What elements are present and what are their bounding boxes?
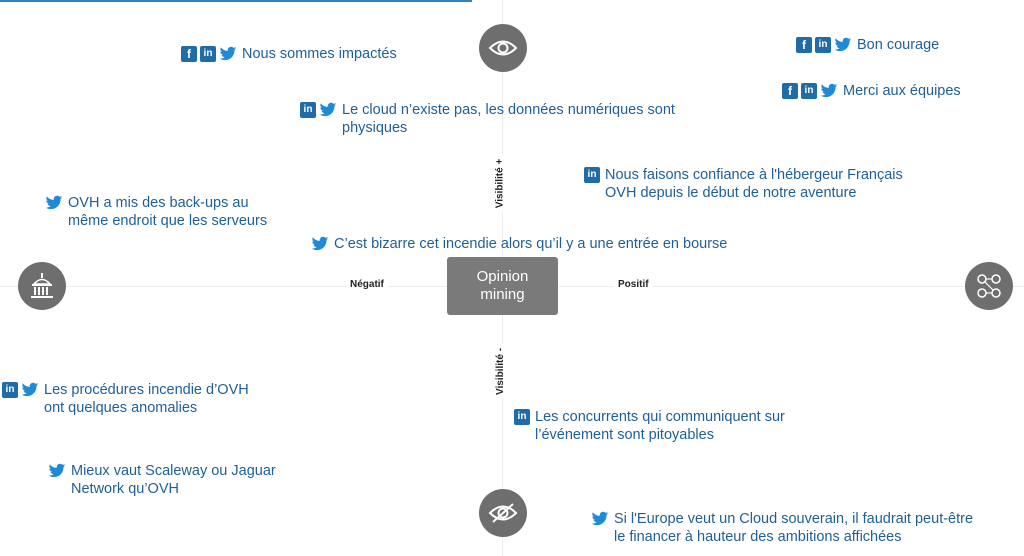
comment-text: C’est bizarre cet incendie alors qu’il y… xyxy=(334,236,728,252)
comment-text: Mieux vaut Scaleway ou Jaguar Network qu… xyxy=(71,463,276,497)
comment-bourse: C’est bizarre cet incendie alors qu’il y… xyxy=(311,235,727,253)
linkedin-icon: in xyxy=(200,46,216,62)
comment-concurrents: in Les concurrents qui communiquent sur … xyxy=(514,408,785,444)
facebook-icon: f xyxy=(782,83,798,99)
comment-confiance: in Nous faisons confiance à l'hébergeur … xyxy=(584,166,903,202)
network-icons xyxy=(311,235,329,252)
network-icons: in xyxy=(2,381,39,398)
twitter-icon xyxy=(311,236,329,251)
network-icons xyxy=(45,194,63,211)
twitter-icon xyxy=(219,46,237,61)
network-icons: in xyxy=(300,101,337,118)
network-people-icon xyxy=(965,262,1013,310)
comment-text: Les procédures incendie d’OVH ont quelqu… xyxy=(44,382,249,416)
comment-text: Nous sommes impactés xyxy=(242,46,397,62)
twitter-icon xyxy=(21,382,39,397)
axis-label-visibility-plus: Visibilité + xyxy=(494,154,506,213)
comment-procedures: in Les procédures incendie d’OVH ont que… xyxy=(2,381,249,417)
comment-impactes: f in Nous sommes impactés xyxy=(181,45,397,63)
comment-text: Nous faisons confiance à l'hébergeur Fra… xyxy=(605,167,903,201)
comment-text: Si l'Europe veut un Cloud souverain, il … xyxy=(614,511,974,545)
comment-text: Les concurrents qui communiquent sur l’é… xyxy=(535,409,785,443)
comment-text: OVH a mis des back-ups au même endroit q… xyxy=(68,195,268,229)
comment-bon-courage: f in Bon courage xyxy=(796,36,939,54)
comment-back-ups: OVH a mis des back-ups au même endroit q… xyxy=(45,194,267,230)
twitter-icon xyxy=(820,83,838,98)
comment-text: Bon courage xyxy=(857,37,940,53)
facebook-icon: f xyxy=(796,37,812,53)
linkedin-icon: in xyxy=(2,382,18,398)
comment-scaleway: Mieux vaut Scaleway ou Jaguar Network qu… xyxy=(48,462,276,498)
opinion-mining-box: Opinion mining xyxy=(447,257,558,315)
network-icons: in xyxy=(584,166,600,183)
eye-icon xyxy=(479,24,527,72)
comment-europe: Si l'Europe veut un Cloud souverain, il … xyxy=(591,510,973,546)
twitter-icon xyxy=(834,37,852,52)
axis-label-negative: Négatif xyxy=(346,279,388,290)
linkedin-icon: in xyxy=(801,83,817,99)
twitter-icon xyxy=(591,511,609,526)
twitter-icon xyxy=(319,102,337,117)
network-icons: in xyxy=(514,408,530,425)
linkedin-icon: in xyxy=(300,102,316,118)
network-icons: f in xyxy=(782,82,838,99)
linkedin-icon: in xyxy=(584,167,600,183)
comment-cloud-physique: in Le cloud n’existe pas, les données nu… xyxy=(300,101,675,137)
center-label: Opinion mining xyxy=(476,268,529,303)
axis-label-positive: Positif xyxy=(614,279,653,290)
network-icons xyxy=(48,462,66,479)
twitter-icon xyxy=(48,463,66,478)
linkedin-icon: in xyxy=(815,37,831,53)
network-icons: f in xyxy=(796,36,852,53)
top-accent-line xyxy=(0,0,472,2)
institution-icon xyxy=(18,262,66,310)
facebook-icon: f xyxy=(181,46,197,62)
comment-text: Le cloud n’existe pas, les données numér… xyxy=(342,102,675,136)
twitter-icon xyxy=(45,195,63,210)
network-icons: f in xyxy=(181,45,237,62)
eye-slash-icon xyxy=(479,489,527,537)
comment-merci: f in Merci aux équipes xyxy=(782,82,961,100)
axis-label-visibility-minus: Visibilité - xyxy=(495,343,507,400)
comment-text: Merci aux équipes xyxy=(843,83,961,99)
linkedin-icon: in xyxy=(514,409,530,425)
network-icons xyxy=(591,510,609,527)
